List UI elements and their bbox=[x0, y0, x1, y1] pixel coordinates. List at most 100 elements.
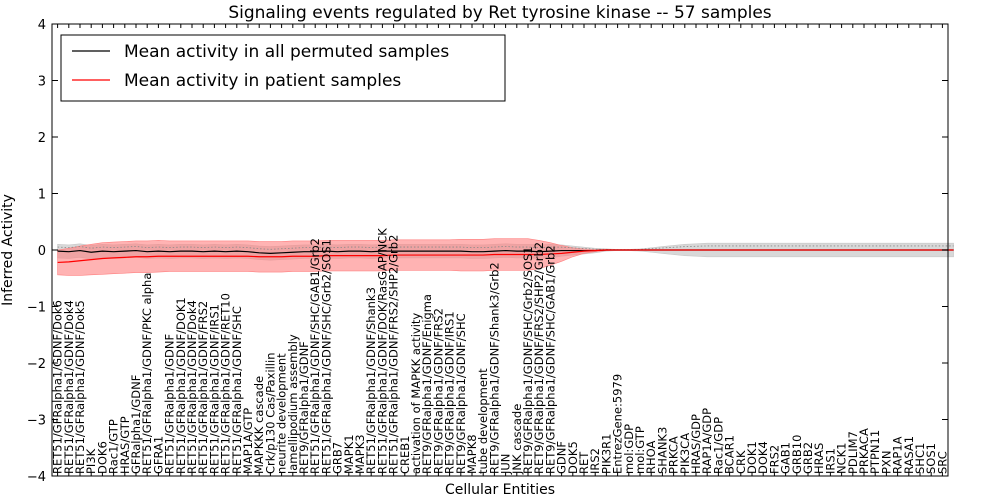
x-category-label: MAPK1 bbox=[342, 434, 356, 474]
y-tick-label: 0 bbox=[38, 244, 46, 259]
x-category-label: RET51/GFRalpha1/GDNF/DOK1 bbox=[174, 297, 188, 474]
x-category-label: DOK6 bbox=[95, 441, 109, 474]
x-category-label: SHANK3 bbox=[655, 427, 669, 474]
y-tick-label: 1 bbox=[38, 188, 46, 203]
x-axis-ticks: RET51/GFRalpha1/GDNF/Dok6RET51/GFRalpha1… bbox=[51, 24, 949, 476]
y-axis-title: Inferred Activity bbox=[0, 194, 16, 306]
x-category-label: RET51/GFRalpha1/GDNF/SHC/Grb2/SOS1 bbox=[319, 239, 333, 474]
x-category-label: IRS1 bbox=[823, 448, 837, 474]
x-category-label: GRB10 bbox=[790, 435, 804, 474]
x-category-label: mol:GTP bbox=[633, 426, 647, 474]
x-category-label: GFRalpha1/GDNF bbox=[129, 375, 143, 474]
x-category-label: PXN bbox=[879, 451, 893, 474]
x-category-label: DOK4 bbox=[756, 441, 770, 474]
x-category-label: CREB1 bbox=[398, 436, 412, 475]
x-category-label: RET51/GFRalpha1/GDNF/Shank3 bbox=[364, 287, 378, 474]
permuted-dotted-line bbox=[57, 245, 954, 251]
x-category-label: GDNF bbox=[555, 441, 569, 474]
x-category-label: MAPK8 bbox=[465, 434, 479, 474]
x-category-label: SRC bbox=[935, 451, 949, 474]
x-category-label: lamellipodium assembly bbox=[286, 334, 300, 474]
x-category-label: PDLIM7 bbox=[846, 431, 860, 474]
x-category-label: FRS2 bbox=[767, 445, 781, 474]
x-category-label: HRAS/GTP bbox=[118, 416, 132, 474]
x-category-label: RET9/GFRalpha1/GDNF/Shank3/Grb2 bbox=[487, 262, 501, 474]
y-tick-label: −3 bbox=[27, 414, 46, 429]
x-category-label: RET51/GFRalpha1/GDNF/PKC alpha bbox=[140, 273, 154, 474]
x-category-label: EntrezGene:5979 bbox=[611, 374, 625, 474]
x-category-label: GFRA1 bbox=[151, 436, 165, 474]
x-category-label: RET9/GFRalpha1/GDNF/FRS2 bbox=[431, 308, 445, 474]
x-category-label: GAB1 bbox=[779, 442, 793, 474]
x-category-label: BCAR1 bbox=[723, 435, 737, 474]
x-axis-title: Cellular Entities bbox=[445, 482, 555, 498]
x-category-label: RET51/GFRalpha1/GDNF/SHC/GAB1/Grb2 bbox=[308, 238, 322, 474]
y-tick-label: 4 bbox=[38, 18, 46, 33]
y-tick-label: −4 bbox=[27, 470, 46, 485]
x-category-label: GRB2 bbox=[801, 442, 815, 474]
x-category-label: Crk/p130 Cas/Paxillin bbox=[263, 353, 277, 474]
x-category-label: tube development bbox=[476, 368, 490, 474]
x-category-label: RET51/GFRalpha1/GDNF/SHC bbox=[230, 306, 244, 474]
y-axis-ticks: −4 −3 −2 −1 0 1 2 3 4 bbox=[27, 18, 948, 485]
x-category-label: MAP1A/GTP bbox=[241, 408, 255, 474]
legend-label-permuted: Mean activity in all permuted samples bbox=[124, 42, 449, 62]
x-category-label: RET9/GFRalpha1/GDNF/SHC bbox=[454, 313, 468, 474]
y-tick-label: −2 bbox=[27, 357, 46, 372]
x-category-label: JUN bbox=[499, 454, 513, 475]
x-category-label: RET51/GFRalpha1/GDNF/Dok6 bbox=[51, 300, 65, 474]
x-category-label: RET51/GFRalpha1/GDNF/RET10 bbox=[219, 293, 233, 474]
x-category-label: RET51/GFRalpha1/GDNF/IRS1 bbox=[207, 304, 221, 474]
x-category-label: neurite development bbox=[275, 353, 289, 474]
x-category-label: RET51/GFRalpha1/GDNF/Dok4 bbox=[185, 300, 199, 474]
x-category-label: Rac1/GDP bbox=[711, 417, 725, 474]
x-category-label: RAP1A/GDP bbox=[700, 408, 714, 474]
x-category-label: JNK cascade bbox=[510, 404, 524, 475]
legend-box bbox=[60, 34, 506, 102]
x-category-label: RET9/GFRalpha1/GDNF/IRS1 bbox=[443, 311, 457, 474]
x-category-label: RET9/GFRalpha1/GDNF/Enigma bbox=[420, 294, 434, 474]
legend: Mean activity in all permuted samples Me… bbox=[60, 34, 506, 102]
legend-label-patient: Mean activity in patient samples bbox=[124, 71, 401, 91]
x-category-label: SHC1 bbox=[913, 443, 927, 474]
x-category-label: DOK1 bbox=[745, 441, 759, 474]
x-category-label: PRKACA bbox=[857, 428, 871, 474]
x-category-label: RET9/GFRalpha1/GDNF bbox=[297, 341, 311, 474]
x-category-label: MAPKKK cascade bbox=[252, 376, 266, 474]
x-category-label: RET9/GFRalpha1/GDNF/SHC/Grb2/SOS1 bbox=[521, 246, 535, 474]
y-tick-label: 3 bbox=[38, 75, 46, 90]
x-category-label: RAP1A bbox=[891, 436, 905, 474]
y-tick-label: −1 bbox=[27, 301, 46, 316]
x-category-label: RASA1 bbox=[902, 436, 916, 474]
x-category-label: activation of MAPKK activity bbox=[409, 313, 423, 474]
y-tick-label: 2 bbox=[38, 131, 46, 146]
x-category-label: RHOA bbox=[644, 441, 658, 474]
chart-title: Signaling events regulated by Ret tyrosi… bbox=[228, 3, 771, 23]
x-category-label: RET51/GFRalpha1/GDNF bbox=[163, 334, 177, 474]
x-category-label: RET51/GFRalpha1/GDNF/DOK/RasGAP/NCK bbox=[375, 228, 389, 474]
x-category-label: DOK5 bbox=[566, 441, 580, 474]
x-category-label: RET51/GFRalpha1/GDNF/FRS2/SHP2/Grb2 bbox=[387, 235, 401, 474]
x-category-label: GRB7 bbox=[331, 442, 345, 474]
series-lines bbox=[57, 245, 954, 264]
x-category-label: PIK3R1 bbox=[599, 434, 613, 475]
x-category-label: RET9/GFRalpha1/GDNF/SHC/GAB1/Grb2 bbox=[543, 245, 557, 474]
x-category-label: SOS1 bbox=[924, 443, 938, 474]
x-category-label: PI3K bbox=[84, 448, 98, 474]
x-category-label: PIK3CA bbox=[678, 433, 692, 474]
x-category-label: HRAS bbox=[812, 443, 826, 474]
x-category-label: Rac1/GTP bbox=[107, 419, 121, 474]
x-category-label: RET9/GFRalpha1/GDNF/FRS2/SHP2/Grb2 bbox=[532, 242, 546, 474]
x-category-label: RET51/GFRalpha1/GDNF/FRS2 bbox=[196, 301, 210, 474]
x-category-label: RET51/GFRalpha1/GDNF/Dok4 bbox=[62, 300, 76, 474]
x-category-label: RET bbox=[577, 451, 591, 474]
x-category-label: NCK1 bbox=[835, 443, 849, 475]
x-category-label: RET51/GFRalpha1/GDNF/Dok5 bbox=[73, 300, 87, 474]
x-category-label: CRK bbox=[734, 450, 748, 474]
x-category-label: PRKCA bbox=[667, 436, 681, 474]
x-category-label: PTPN11 bbox=[868, 430, 882, 474]
x-category-label: IRS2 bbox=[588, 448, 602, 474]
x-category-label: mol:GDP bbox=[622, 424, 636, 474]
x-category-label: MAPK3 bbox=[353, 434, 367, 474]
